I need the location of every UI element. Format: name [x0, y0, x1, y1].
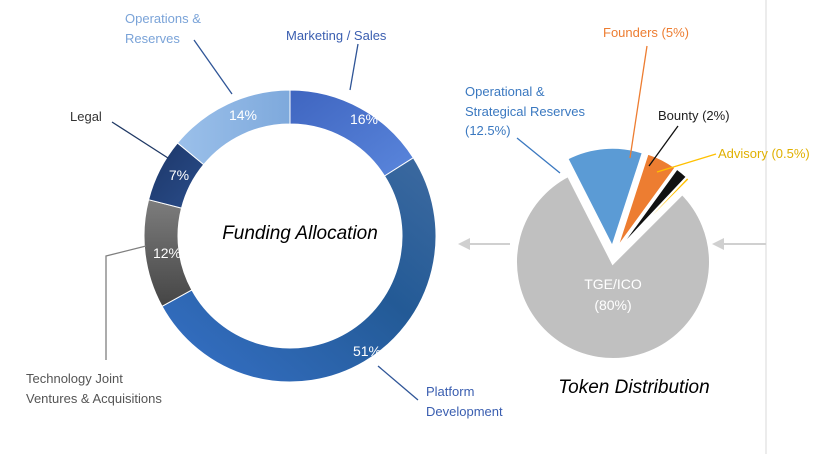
token-distribution-title: Token Distribution: [558, 377, 709, 398]
pct-technology: 12%: [153, 245, 181, 261]
label-tge-ico-line2: (80%): [594, 297, 631, 313]
label-bounty: Bounty (2%): [658, 108, 730, 123]
leader-line-technology: [105, 245, 147, 360]
label-platform-line2: Development: [426, 404, 503, 419]
label-tge-ico-line1: TGE/ICO: [584, 276, 642, 292]
pie-slice-advisory-0-5: [619, 176, 691, 250]
label-reserves-line2: Strategical Reserves: [465, 104, 585, 119]
pie-slice-tge-ico: [513, 171, 713, 362]
pct-operations: 14%: [229, 107, 257, 123]
pct-marketing: 16%: [350, 111, 378, 127]
pct-platform: 51%: [353, 343, 381, 359]
leader-line-marketing: [349, 43, 359, 91]
leader-line-legal: [111, 121, 169, 159]
pct-legal: 7%: [169, 167, 189, 183]
leader-line-platform: [377, 365, 419, 401]
label-reserves-line1: Operational &: [465, 84, 545, 99]
label-legal: Legal: [70, 109, 102, 124]
donut-segment-platform-development: [161, 157, 437, 383]
label-platform-line1: Platform: [426, 384, 474, 399]
leader-line-founders: [629, 45, 648, 159]
arrow-to-donut: [458, 238, 510, 250]
token-distribution-pie: [513, 147, 713, 362]
label-founders: Founders (5%): [603, 25, 689, 40]
label-reserves-line3: (12.5%): [465, 123, 511, 138]
leader-line-bounty: [648, 125, 679, 167]
donut-segment-marketing-sales: [289, 89, 414, 177]
pie-slice-bounty-2: [618, 167, 688, 249]
pie-slice-founders-5: [616, 152, 677, 248]
donut-segment-operations-reserves: [176, 89, 291, 166]
label-operations-reserves-line1: Operations &: [125, 11, 201, 26]
arrow-to-pie: [712, 238, 766, 250]
funding-allocation-donut: [143, 89, 437, 383]
leader-line-operations: [193, 39, 233, 95]
label-marketing-sales: Marketing / Sales: [286, 28, 387, 43]
label-technology-line2: Ventures & Acquisitions: [26, 391, 162, 406]
pie-slice-operational-strategical-reserves-12-5: [566, 147, 644, 248]
label-operations-reserves-line2: Reserves: [125, 31, 180, 46]
leader-line-advisory: [656, 153, 717, 173]
label-technology-line1: Technology Joint: [26, 371, 123, 386]
label-advisory: Advisory (0.5%): [718, 146, 810, 161]
funding-allocation-title: Funding Allocation: [222, 223, 378, 244]
leader-line-reserves: [516, 137, 561, 174]
